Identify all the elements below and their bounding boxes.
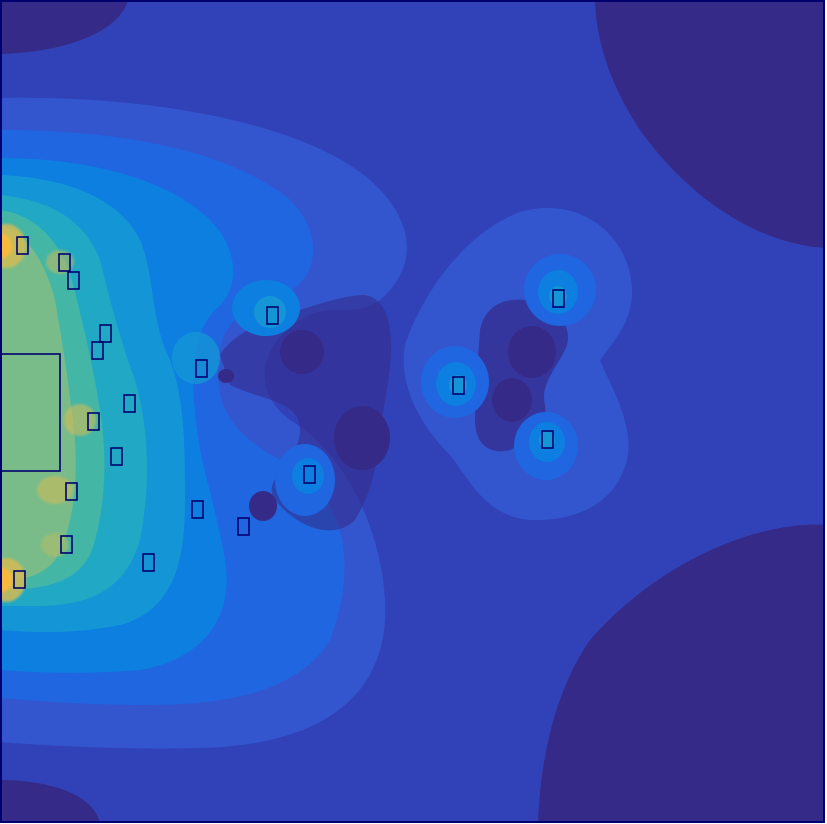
low-region-top-right xyxy=(595,1,824,248)
low-region-bottom-left xyxy=(1,780,100,822)
obstacle xyxy=(303,465,316,484)
source-glow-m1-inner xyxy=(292,458,324,494)
low-region-center xyxy=(220,295,391,531)
low-pocket-c xyxy=(249,491,277,521)
obstacle xyxy=(452,376,465,395)
right-low-pocket-a xyxy=(508,326,556,378)
low-region-top-left xyxy=(1,1,128,54)
right-low-pocket-b xyxy=(492,378,532,422)
source-glow-r3-core xyxy=(539,431,555,449)
obstacle xyxy=(142,553,155,572)
obstacle xyxy=(13,570,26,589)
obstacle xyxy=(266,306,279,325)
obstacle xyxy=(237,517,250,536)
obstacle xyxy=(16,236,29,255)
hot-spot-upper-core xyxy=(1,234,12,258)
obstacle xyxy=(191,500,204,519)
warm-spot-1 xyxy=(64,404,96,436)
obstacle xyxy=(195,359,208,378)
obstacle xyxy=(60,535,73,554)
obstacle xyxy=(87,412,100,431)
obstacle xyxy=(110,447,123,466)
low-pocket-b xyxy=(334,406,390,470)
low-pocket-a xyxy=(280,330,324,374)
warm-spot-3 xyxy=(46,250,74,274)
obstacles xyxy=(13,236,565,589)
obstacle xyxy=(91,341,104,360)
obstacle xyxy=(67,271,80,290)
obstacle xyxy=(65,482,78,501)
low-pocket-d xyxy=(218,369,234,383)
warm-spot-2 xyxy=(37,476,73,504)
source-glow-m3 xyxy=(172,332,220,384)
low-region-bottom-right xyxy=(538,524,824,822)
hot-spot-lower-core xyxy=(1,568,12,592)
obstacle xyxy=(58,253,71,272)
obstacle xyxy=(541,430,554,449)
hot-spot-upper xyxy=(1,224,26,268)
obstacle xyxy=(99,324,112,343)
warm-spot-4 xyxy=(41,533,69,557)
inlet-block xyxy=(1,353,61,472)
obstacle xyxy=(552,289,565,308)
obstacle xyxy=(123,394,136,413)
